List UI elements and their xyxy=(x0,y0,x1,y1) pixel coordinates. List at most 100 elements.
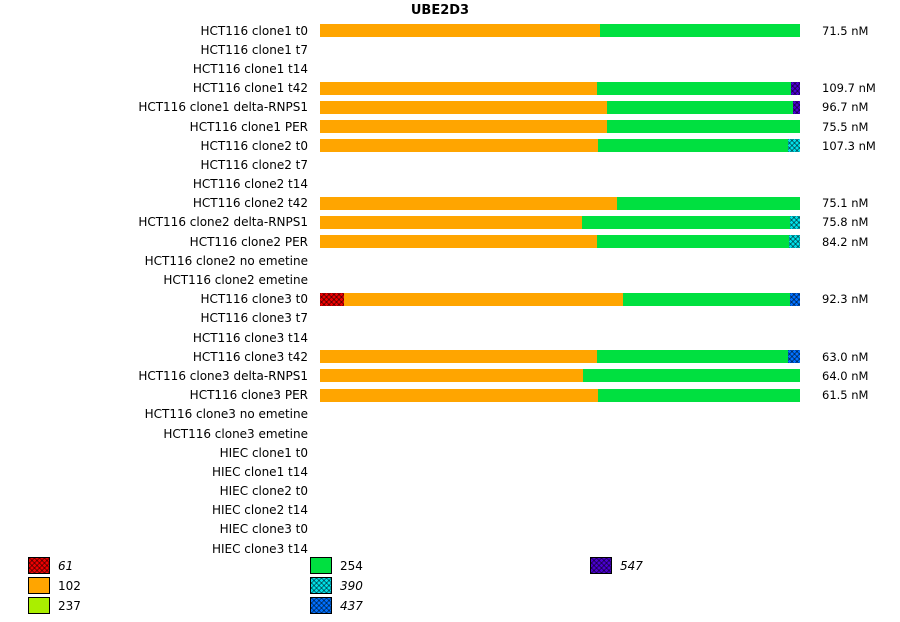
legend-label: 237 xyxy=(58,598,81,613)
chart-row: HCT116 clone3 t0 92.3 nM xyxy=(0,290,900,309)
chart-row: HCT116 clone2 delta-RNPS1 75.8 nM xyxy=(0,213,900,232)
legend-item-547: 547 xyxy=(590,557,643,574)
row-value: 92.3 nM xyxy=(822,292,869,307)
chart-row: HIEC clone2 t14 xyxy=(0,501,900,520)
row-label: HCT116 clone2 emetine xyxy=(163,273,308,288)
legend-swatch-437 xyxy=(310,597,332,614)
row-value: 96.7 nM xyxy=(822,100,869,115)
legend-item-102: 102 xyxy=(28,577,81,594)
row-label: HIEC clone2 t14 xyxy=(211,503,308,518)
bar-segment-254 xyxy=(607,100,793,114)
bar-segment-254 xyxy=(583,369,800,383)
bar-segment-102 xyxy=(344,292,623,306)
bar-segment-254 xyxy=(622,292,790,306)
chart-row: HCT116 clone2 PER 84.2 nM xyxy=(0,232,900,251)
row-label: HCT116 clone1 t0 xyxy=(200,23,308,38)
chart-row: HCT116 clone3 emetine xyxy=(0,424,900,443)
chart-row: HCT116 clone2 emetine xyxy=(0,270,900,289)
bar-track xyxy=(320,62,800,75)
bar-track xyxy=(320,215,800,229)
bar-track xyxy=(320,388,800,402)
chart-row: HCT116 clone2 t7 xyxy=(0,155,900,174)
row-label: HIEC clone1 t14 xyxy=(211,464,308,479)
bar-track xyxy=(320,81,800,95)
row-value: 75.5 nM xyxy=(822,119,869,134)
row-label: HCT116 clone3 t0 xyxy=(200,292,308,307)
row-label: HCT116 clone2 t14 xyxy=(192,177,308,192)
bar-segment-390 xyxy=(787,139,800,153)
row-label: HCT116 clone1 PER xyxy=(189,119,308,134)
bar-track xyxy=(320,292,800,306)
bar-segment-254 xyxy=(617,196,800,210)
bar-segment-254 xyxy=(596,81,791,95)
row-label: HCT116 clone1 t42 xyxy=(192,81,308,96)
chart-row: HCT116 clone3 t7 xyxy=(0,309,900,328)
bar-segment-102 xyxy=(320,120,608,134)
chart-row: HIEC clone1 t0 xyxy=(0,443,900,462)
bar-track xyxy=(320,235,800,249)
bar-segment-390 xyxy=(789,215,800,229)
bar-segment-102 xyxy=(320,139,598,153)
row-label: HIEC clone3 t14 xyxy=(211,541,308,556)
legend-item-254: 254 xyxy=(310,557,363,574)
chart-row: HCT116 clone3 delta-RNPS1 64.0 nM xyxy=(0,366,900,385)
legend-swatch-237 xyxy=(28,597,50,614)
legend-column-3: 547 xyxy=(590,557,643,574)
chart-row: HCT116 clone3 t42 63.0 nM xyxy=(0,347,900,366)
bar-track xyxy=(320,350,800,364)
bar-track xyxy=(320,178,800,191)
bar-track xyxy=(320,100,800,114)
bar-track xyxy=(320,312,800,325)
chart-row: HIEC clone1 t14 xyxy=(0,462,900,481)
chart-row: HCT116 clone1 PER 75.5 nM xyxy=(0,117,900,136)
chart-title: UBE2D3 xyxy=(410,3,470,18)
bar-track xyxy=(320,465,800,478)
legend-item-61: 61 xyxy=(28,557,81,574)
row-value: 63.0 nM xyxy=(822,349,869,364)
bar-track xyxy=(320,427,800,440)
legend-label: 547 xyxy=(620,558,643,573)
row-label: HCT116 clone3 PER xyxy=(189,388,308,403)
bar-segment-437 xyxy=(787,350,800,364)
chart-row: HCT116 clone2 t0 107.3 nM xyxy=(0,136,900,155)
bar-track xyxy=(320,523,800,536)
row-label: HCT116 clone2 t7 xyxy=(200,157,308,172)
row-label: HIEC clone2 t0 xyxy=(219,484,308,499)
row-label: HCT116 clone1 t7 xyxy=(200,42,308,57)
bar-segment-254 xyxy=(597,139,788,153)
row-label: HCT116 clone1 t14 xyxy=(192,61,308,76)
bar-track xyxy=(320,274,800,287)
bar-segment-102 xyxy=(320,235,597,249)
bar-segment-254 xyxy=(599,24,800,38)
row-label: HCT116 clone2 no emetine xyxy=(144,253,308,268)
legend-item-437: 437 xyxy=(310,597,363,614)
bar-track xyxy=(320,158,800,171)
bar-track xyxy=(320,331,800,344)
bar-track xyxy=(320,120,800,134)
chart-row: HIEC clone3 t0 xyxy=(0,520,900,539)
row-label: HCT116 clone2 delta-RNPS1 xyxy=(138,215,308,230)
row-label: HCT116 clone3 t42 xyxy=(192,349,308,364)
row-value: 75.8 nM xyxy=(822,215,869,230)
row-label: HCT116 clone1 delta-RNPS1 xyxy=(138,100,308,115)
bar-segment-61 xyxy=(320,292,344,306)
row-label: HCT116 clone2 PER xyxy=(189,234,308,249)
bar-segment-102 xyxy=(320,388,598,402)
row-value: 84.2 nM xyxy=(822,234,869,249)
bar-track xyxy=(320,139,800,153)
chart-row: HCT116 clone2 t42 75.1 nM xyxy=(0,194,900,213)
bar-track xyxy=(320,485,800,498)
legend-swatch-390 xyxy=(310,577,332,594)
row-label: HCT116 clone3 t7 xyxy=(200,311,308,326)
legend-swatch-254 xyxy=(310,557,332,574)
row-value: 64.0 nM xyxy=(822,368,869,383)
chart-row: HCT116 clone1 t42 109.7 nM xyxy=(0,79,900,98)
chart-row: HCT116 clone1 t14 xyxy=(0,59,900,78)
bar-segment-102 xyxy=(320,215,583,229)
bar-segment-254 xyxy=(597,388,800,402)
bar-segment-102 xyxy=(320,369,584,383)
legend-item-237: 237 xyxy=(28,597,81,614)
bar-segment-254 xyxy=(596,350,788,364)
chart-row: HIEC clone3 t14 xyxy=(0,539,900,558)
row-value: 107.3 nM xyxy=(822,138,876,153)
